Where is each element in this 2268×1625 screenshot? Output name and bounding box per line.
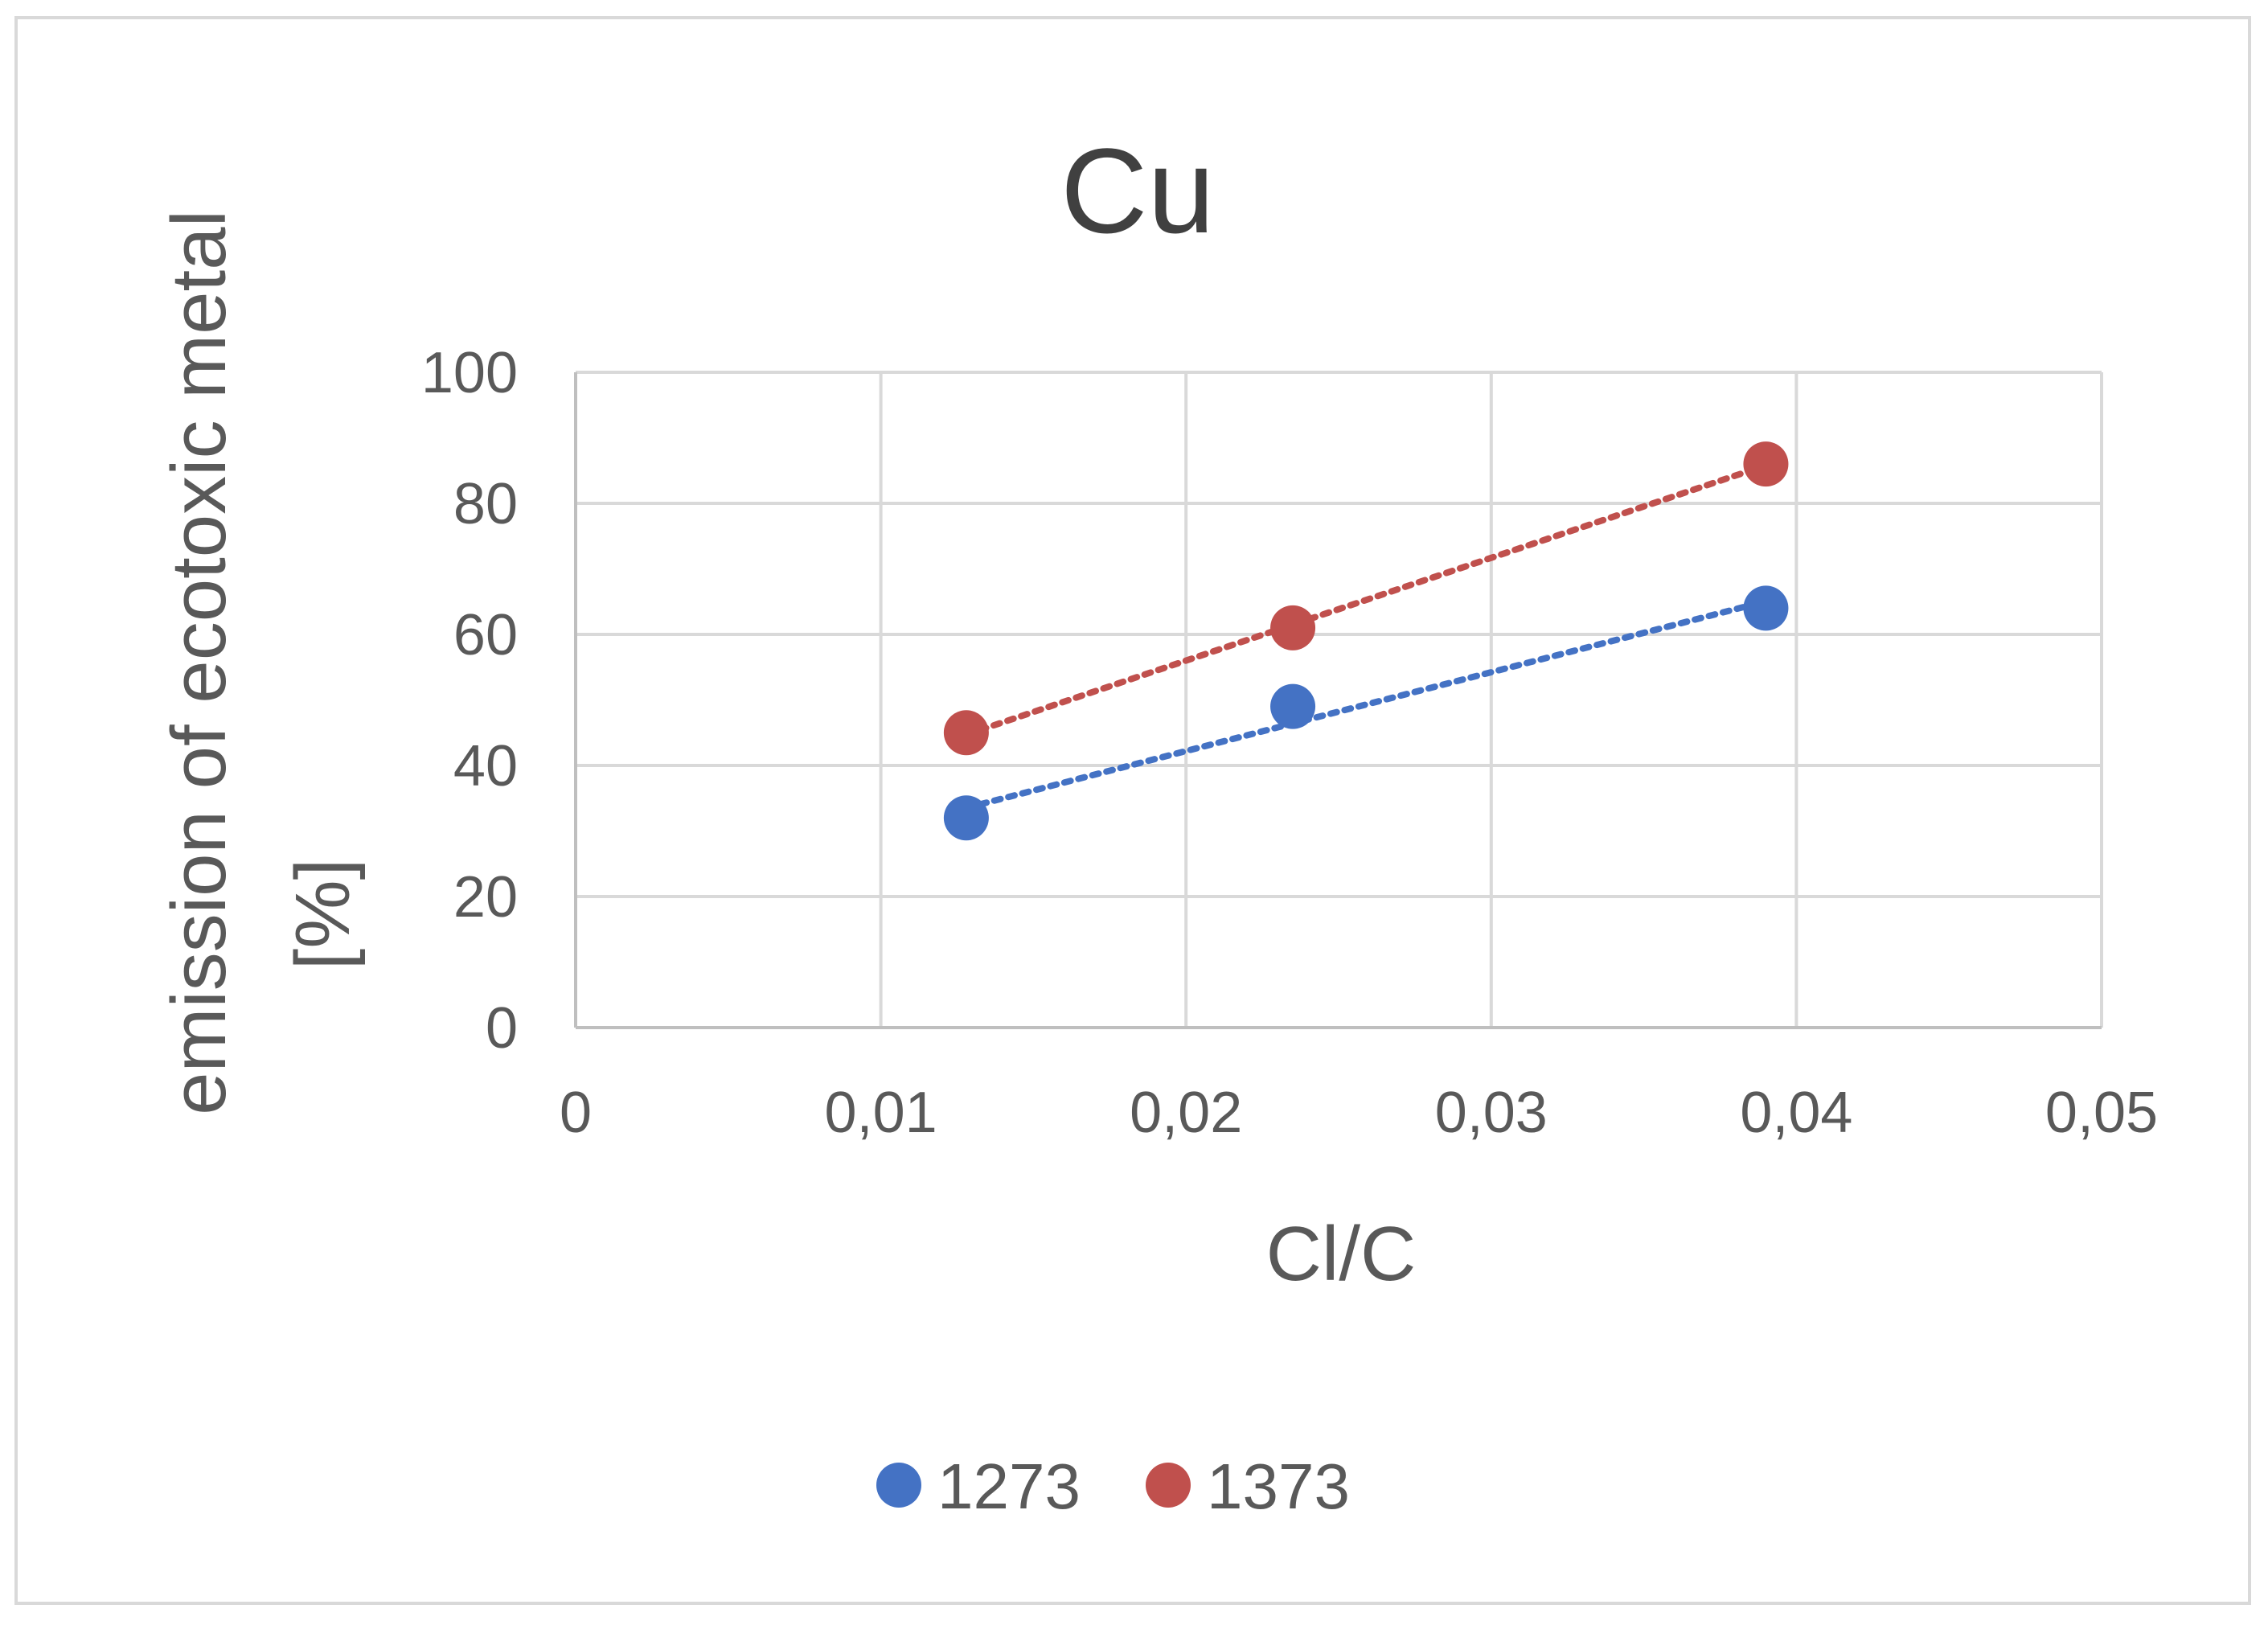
x-tick-label: 0,01 — [825, 1081, 937, 1145]
x-tick-labels: 0 0,01 0,02 0,03 0,04 0,05 — [560, 1081, 2158, 1145]
chart-title: Cu — [1060, 123, 1215, 258]
y-tick-label: 100 — [421, 341, 518, 405]
legend-label-1273: 1273 — [937, 1451, 1081, 1522]
x-tick-label: 0,03 — [1435, 1081, 1548, 1145]
chart-frame: Cu 0 20 40 60 80 100 0 0,01 0,02 0,03 0,04 0,05 em… — [14, 16, 2251, 1605]
y-tick-labels: 0 20 40 60 80 100 — [421, 341, 518, 1061]
trendline-1373 — [962, 462, 1770, 738]
data-point-1273 — [943, 795, 989, 841]
y-axis-title-line-2: [%] — [280, 859, 366, 970]
x-tick-label: 0,02 — [1130, 1081, 1242, 1145]
data-points — [943, 441, 1789, 841]
x-tick-label: 0,05 — [2045, 1081, 2158, 1145]
trendline-1273 — [962, 597, 1770, 811]
y-tick-label: 20 — [453, 865, 518, 929]
y-axis-title-line-1: emission of ecotoxic metal — [156, 210, 242, 1115]
x-axis-title: Cl/C — [1266, 1211, 1417, 1297]
chart-svg: Cu 0 20 40 60 80 100 0 0,01 0,02 0,03 0,04 0,05 em… — [156, 123, 2158, 1522]
data-point-1373 — [1743, 441, 1789, 487]
x-tick-label: 0,04 — [1740, 1081, 1852, 1145]
legend-marker-1373 — [1146, 1463, 1191, 1508]
data-point-1373 — [1270, 605, 1316, 650]
y-tick-label: 80 — [453, 472, 518, 536]
y-tick-label: 40 — [453, 734, 518, 798]
y-tick-label: 60 — [453, 603, 518, 667]
y-tick-label: 0 — [486, 996, 518, 1061]
x-tick-label: 0 — [560, 1081, 592, 1145]
legend-label-1373: 1373 — [1207, 1451, 1350, 1522]
data-point-1373 — [943, 710, 989, 756]
legend-marker-1273 — [876, 1463, 921, 1508]
data-point-1273 — [1270, 683, 1316, 729]
axes — [574, 372, 2102, 1029]
trendlines — [962, 462, 1770, 811]
data-point-1273 — [1743, 585, 1789, 631]
gridlines — [576, 371, 2103, 1028]
legend: 1273 1373 — [876, 1451, 1350, 1522]
